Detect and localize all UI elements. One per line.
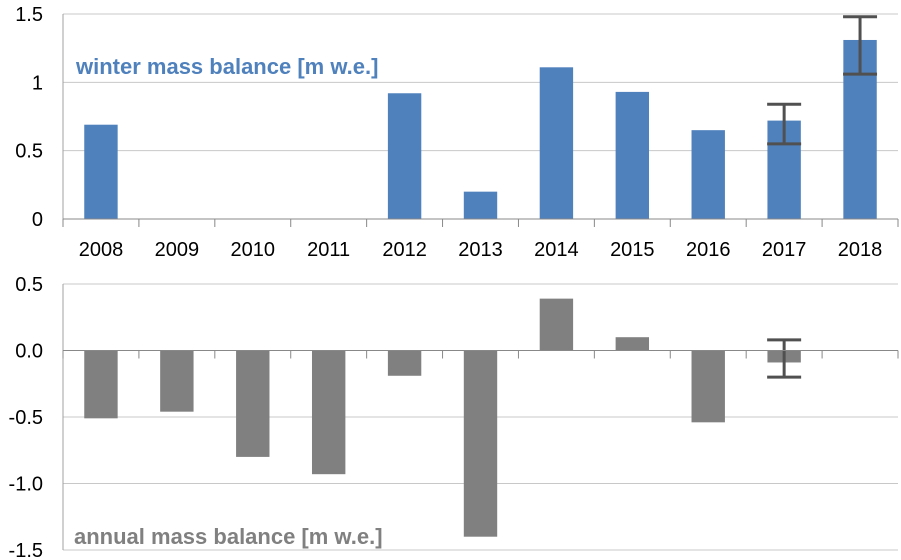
bar-2011: [311, 350, 346, 475]
x-tick-label: 2016: [686, 239, 731, 261]
annual-mass-balance-chart: -1.5 -1.0 -0.5 0.0 0.5: [9, 274, 899, 560]
x-tick-label: 2009: [155, 239, 200, 261]
x-tick-label: 2012: [382, 239, 427, 261]
bar-2013: [463, 350, 498, 537]
y-tick-label: 0.0: [15, 341, 43, 363]
x-tick-label: 2010: [231, 239, 276, 261]
x-tick-label: 2015: [610, 239, 655, 261]
bar-2009: [160, 350, 194, 412]
bar-2008: [84, 350, 118, 419]
y-tick-label: 0.5: [15, 141, 43, 163]
x-tick-label: 2014: [534, 239, 579, 261]
y-tick-label: -0.5: [9, 407, 43, 429]
bar-2012: [387, 93, 422, 219]
bar-2016: [691, 130, 725, 219]
bar-2008: [84, 124, 118, 219]
bar-2013: [463, 191, 498, 219]
x-tick-label: 2008: [79, 239, 124, 261]
bar-2014: [539, 67, 574, 219]
winter-chart-title: winter mass balance [m w.e.]: [75, 54, 378, 79]
y-tick-label: 0: [32, 209, 43, 231]
y-tick-label: -1.5: [9, 540, 43, 560]
y-tick-label: 1: [32, 72, 43, 94]
annual-chart-title: annual mass balance [m w.e.]: [74, 524, 383, 549]
bar-2010: [236, 350, 270, 457]
x-tick-label: 2013: [458, 239, 503, 261]
bar-2015: [615, 337, 650, 351]
winter-mass-balance-chart: 0 0.5 1 1.5 2008 2009 2010 2011 2012 2013 2014 2015…: [15, 4, 899, 261]
y-tick-label: 0.5: [15, 274, 43, 296]
bar-2012: [387, 350, 422, 376]
y-tick-label: -1.0: [9, 474, 43, 496]
x-tick-label: 2018: [838, 239, 883, 261]
x-tick-label: 2011: [307, 239, 350, 261]
y-tick-label: 1.5: [15, 4, 43, 26]
bar-2015: [615, 91, 650, 219]
bar-2016: [691, 350, 725, 423]
bar-2014: [539, 298, 574, 351]
x-tick-label: 2017: [762, 239, 807, 261]
